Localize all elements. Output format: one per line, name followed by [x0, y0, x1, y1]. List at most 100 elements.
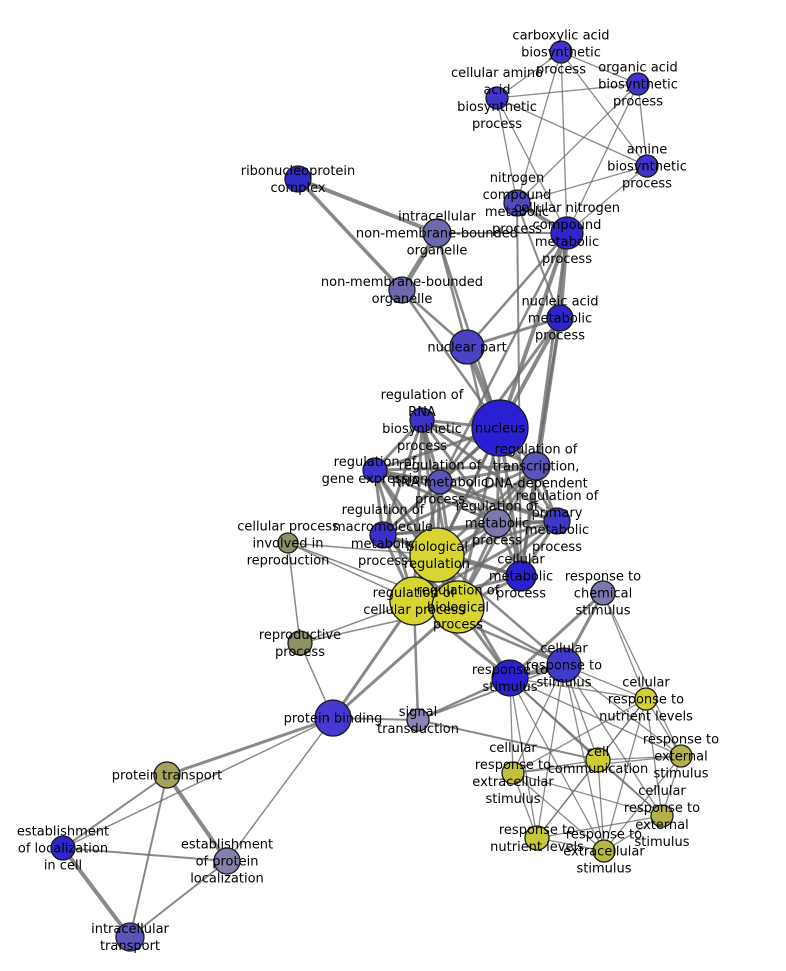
edge-estlocell-protbind [62, 717, 334, 849]
node-regbio[interactable]: regulation of biological process [431, 580, 485, 634]
node-estprotloc[interactable]: establishment of protein localization [213, 847, 241, 875]
node-cellcomm[interactable]: cell communication [585, 747, 611, 773]
edge-prottrans-estprotloc [165, 773, 229, 863]
node-label-cellcomm: cell communication [548, 745, 649, 777]
node-amine[interactable]: amine biosynthetic process [635, 154, 659, 178]
edge-cellrespext-respnutr [536, 815, 663, 839]
node-cellrespext[interactable]: cellular response to external stimulus [650, 804, 674, 828]
node-amino[interactable]: cellular amino acid biosynthetic process [485, 86, 509, 110]
node-intranmb[interactable]: intracellular non-membrane-bounded organ… [422, 218, 452, 248]
node-label-org: organic acid biosynthetic process [598, 61, 678, 110]
edge-respext-respextra [603, 755, 682, 852]
edge-celln-nucleus [498, 231, 569, 430]
edge-nitro-nucleic [516, 202, 561, 319]
node-regmet[interactable]: regulation of metabolic process [482, 508, 512, 538]
edge-cellrespnutr-cellcomm [597, 698, 647, 761]
edge-prottrans-estlocell [62, 774, 168, 849]
edge-cellrespnutr-cellrespextra [512, 698, 647, 774]
node-regtransc[interactable]: regulation of transcription, DNA-depende… [521, 451, 551, 481]
node-respnutr[interactable]: response to nutrient levels [524, 825, 550, 851]
edge-respchem-respext [602, 592, 682, 757]
node-label-estlocell: establishment of localization in cell [17, 825, 109, 874]
node-repro[interactable]: reproductive process [287, 630, 313, 656]
edge-cellrespstim-cellrespextra [512, 664, 565, 774]
edge-regprim-regmacro [381, 519, 559, 537]
node-cellmet[interactable]: cellular metabolic process [505, 560, 537, 592]
edge-cellrespnutr-respextra [603, 698, 647, 852]
node-intratrans[interactable]: intracellular transport [115, 922, 145, 952]
node-respext[interactable]: response to external stimulus [669, 744, 693, 768]
node-estlocell[interactable]: establishment of localization in cell [50, 835, 76, 861]
edge-org-amine [637, 83, 648, 167]
node-nuclearpart[interactable]: nuclear part [449, 329, 485, 365]
node-label-cellrespnutr: cellular response to nutrient levels [599, 676, 693, 725]
node-protbind[interactable]: protein binding [314, 699, 352, 737]
edge-regrnamet-regprim [438, 480, 559, 523]
node-label-intranmb: intracellular non-membrane-bounded organel… [356, 210, 518, 259]
node-respstim[interactable]: response to stimulus [491, 659, 529, 697]
nodes-layer: carboxylic acid biosynthetic process cell… [50, 40, 693, 952]
edge-regbio-protbind [331, 605, 460, 720]
edge-protbind-prottrans [165, 716, 335, 777]
node-respchem[interactable]: response to chemical stimulus [590, 580, 616, 606]
edge-cellrespstim-respextra [563, 664, 605, 852]
node-label-cellmet: cellular metabolic process [489, 553, 553, 602]
node-nucleus[interactable]: nucleus [471, 399, 529, 457]
node-label-cellrespext: cellular response to external stimulus [624, 784, 700, 850]
edge-amine-nitro [516, 165, 648, 204]
node-label-respextra: response to extracellular stimulus [563, 828, 645, 877]
edge-amine-celln [566, 165, 648, 234]
node-org[interactable]: organic acid biosynthetic process [626, 72, 650, 96]
edge-carb-nitro [516, 51, 562, 204]
node-respextra[interactable]: response to extracellular stimulus [592, 839, 616, 863]
node-ribo[interactable]: ribonucleoprotein complex [284, 165, 312, 193]
edge-respext-cellcomm [597, 755, 682, 761]
node-label-regtransc: regulation of transcription, DNA-dependent [484, 443, 587, 492]
node-cellrespextra[interactable]: cellular response to extracellular stimu… [501, 761, 525, 785]
node-regprim[interactable]: regulation of primary metabolic process [543, 507, 571, 535]
node-label-prottrans: protein transport [112, 769, 222, 784]
edge-regrnabio-regmet [420, 418, 499, 525]
node-carb[interactable]: carboxylic acid biosynthetic process [549, 40, 573, 64]
node-regrnamet[interactable]: regulation of RNA metabolic process [427, 469, 453, 495]
node-label-bioreg: biological regulation [404, 540, 470, 572]
edge-carb-org [560, 51, 639, 85]
node-prottrans[interactable]: protein transport [153, 761, 181, 789]
node-label-nuclearpart: nuclear part [427, 341, 506, 356]
edge-cellrepro-repro [287, 542, 301, 644]
node-celln[interactable]: cellular nitrogen compound metabolic pro… [550, 216, 584, 250]
edge-carb-celln [560, 51, 568, 234]
node-label-sigtrans: signal transduction [377, 705, 459, 737]
node-cellrespnutr[interactable]: cellular response to nutrient levels [634, 687, 658, 711]
edge-nucleic-regtransc [534, 316, 562, 468]
edge-cellrespextra-respextra [512, 772, 605, 852]
node-regrnabio[interactable]: regulation of RNA biosynthetic process [409, 407, 435, 433]
node-label-reggene: regulation of gene expression [322, 455, 429, 487]
edge-prottrans-intratrans [129, 774, 168, 938]
node-label-nmb: non-membrane-bounded organelle [321, 275, 483, 307]
node-label-regmacro: regulation of macromolecule metabolic proce… [333, 503, 433, 569]
node-cellrepro[interactable]: cellular process involved in reproductio… [277, 532, 299, 554]
edge-respstim-respextra [509, 677, 605, 852]
node-label-intratrans: intracellular transport [91, 922, 169, 954]
edge-regrnabio-regprim [420, 418, 559, 523]
node-sigtrans[interactable]: signal transduction [406, 708, 430, 732]
edge-nuclearpart-cellmet [465, 345, 523, 578]
edge-amino-nitro [496, 97, 518, 204]
node-nucleic[interactable]: nucleic acid metabolic process [546, 304, 574, 332]
node-reggene[interactable]: regulation of gene expression [362, 457, 388, 483]
node-label-cellrespstim: cellular response to stimulus [526, 642, 602, 691]
edge-estlocell-intratrans [61, 846, 132, 939]
node-nmb[interactable]: non-membrane-bounded organelle [388, 276, 416, 304]
node-regmacro[interactable]: regulation of macromolecule metabolic pr… [369, 521, 397, 549]
node-label-celln: cellular nitrogen compound metabolic proces… [514, 201, 620, 267]
node-label-respstim: response to stimulus [472, 663, 548, 695]
edge-cellrespstim-sigtrans [417, 664, 565, 721]
node-bioreg[interactable]: biological regulation [409, 527, 465, 583]
node-label-amine: amine biosynthetic process [607, 143, 687, 192]
edge-org-nitro [516, 83, 639, 204]
node-cellrespstim[interactable]: cellular response to stimulus [546, 647, 582, 683]
node-nitro[interactable]: nitrogen compound metabolic process [503, 189, 531, 217]
edge-regtransc-regrnamet [438, 464, 538, 484]
